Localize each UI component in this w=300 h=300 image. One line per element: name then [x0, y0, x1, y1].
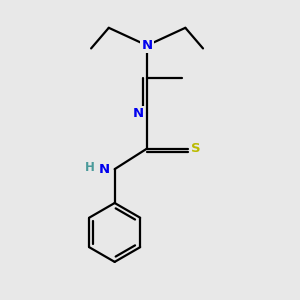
Text: S: S: [191, 142, 200, 155]
Text: H: H: [85, 161, 94, 174]
Text: N: N: [99, 163, 110, 176]
Text: N: N: [133, 107, 144, 120]
Text: N: N: [142, 39, 153, 52]
